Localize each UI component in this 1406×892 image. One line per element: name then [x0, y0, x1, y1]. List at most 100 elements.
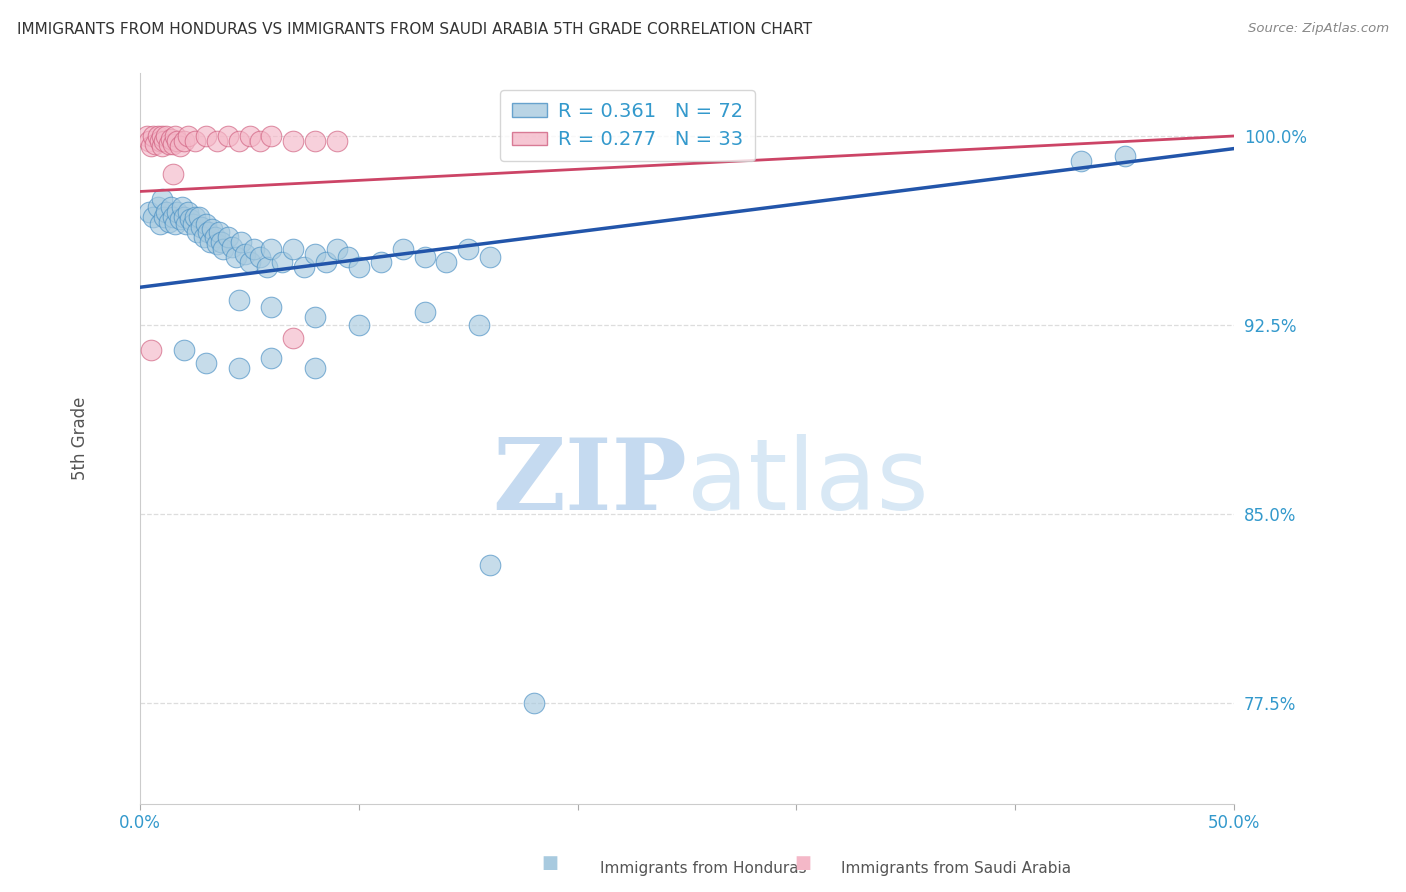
- Point: [177, 128, 200, 143]
- Point: [188, 210, 211, 224]
- Point: [139, 139, 162, 153]
- Point: [413, 250, 436, 264]
- Point: [190, 219, 212, 234]
- Point: [260, 301, 283, 315]
- Point: [159, 131, 181, 145]
- Point: [238, 128, 260, 143]
- Point: [150, 128, 173, 143]
- Point: [174, 217, 197, 231]
- Point: [283, 243, 305, 257]
- Text: Immigrants from Saudi Arabia: Immigrants from Saudi Arabia: [841, 861, 1071, 876]
- Point: [177, 204, 200, 219]
- Point: [326, 134, 349, 148]
- Point: [135, 128, 157, 143]
- Point: [212, 243, 235, 257]
- Point: [238, 255, 260, 269]
- Point: [217, 128, 239, 143]
- Point: [197, 225, 219, 239]
- Point: [336, 250, 359, 264]
- Point: [260, 351, 283, 365]
- Point: [271, 255, 294, 269]
- Point: [186, 225, 208, 239]
- Point: [139, 343, 162, 358]
- Point: [194, 217, 217, 231]
- Text: 5th Grade: 5th Grade: [72, 397, 89, 480]
- Point: [181, 217, 204, 231]
- Point: [228, 134, 250, 148]
- Point: [1070, 154, 1092, 169]
- Point: [204, 229, 226, 244]
- Point: [155, 128, 177, 143]
- Point: [166, 134, 188, 148]
- Point: [260, 243, 283, 257]
- Point: [304, 360, 326, 375]
- Point: [165, 217, 187, 231]
- Point: [249, 250, 271, 264]
- Point: [149, 134, 172, 148]
- Point: [153, 210, 176, 224]
- Point: [208, 225, 231, 239]
- Point: [479, 250, 502, 264]
- Point: [256, 260, 278, 274]
- Point: [166, 204, 188, 219]
- Point: [283, 331, 305, 345]
- Point: [146, 200, 169, 214]
- Point: [184, 134, 207, 148]
- Point: [468, 318, 491, 332]
- Point: [347, 318, 370, 332]
- Point: [194, 128, 217, 143]
- Point: [155, 204, 177, 219]
- Point: [173, 134, 195, 148]
- Point: [283, 134, 305, 148]
- Point: [162, 136, 184, 151]
- Point: [162, 167, 184, 181]
- Point: [138, 134, 160, 148]
- Point: [157, 136, 180, 151]
- Text: ■: ■: [541, 855, 558, 872]
- Point: [1114, 149, 1136, 163]
- Point: [173, 343, 195, 358]
- Point: [229, 235, 252, 249]
- Text: ZIP: ZIP: [492, 434, 688, 531]
- Point: [249, 134, 271, 148]
- Point: [326, 243, 349, 257]
- Legend: R = 0.361   N = 72, R = 0.277   N = 33: R = 0.361 N = 72, R = 0.277 N = 33: [501, 90, 755, 161]
- Point: [436, 255, 458, 269]
- Point: [194, 356, 217, 370]
- Point: [205, 237, 228, 252]
- Point: [153, 134, 176, 148]
- Point: [243, 243, 266, 257]
- Point: [162, 210, 184, 224]
- Point: [391, 243, 413, 257]
- Point: [205, 134, 228, 148]
- Point: [149, 217, 172, 231]
- Point: [146, 128, 169, 143]
- Point: [457, 243, 479, 257]
- Text: atlas: atlas: [688, 434, 929, 531]
- Point: [225, 250, 247, 264]
- Point: [169, 139, 191, 153]
- Point: [157, 215, 180, 229]
- Point: [260, 128, 283, 143]
- Point: [169, 212, 191, 227]
- Point: [304, 247, 326, 261]
- Point: [150, 192, 173, 206]
- Point: [150, 139, 173, 153]
- Point: [221, 240, 243, 254]
- Point: [179, 212, 201, 227]
- Point: [173, 210, 195, 224]
- Point: [170, 200, 193, 214]
- Point: [138, 204, 160, 219]
- Point: [201, 222, 224, 236]
- Point: [233, 247, 256, 261]
- Point: [209, 235, 232, 249]
- Point: [142, 128, 165, 143]
- Text: Immigrants from Honduras: Immigrants from Honduras: [600, 861, 806, 876]
- Point: [228, 360, 250, 375]
- Point: [165, 128, 187, 143]
- Text: ■: ■: [794, 855, 811, 872]
- Point: [145, 136, 167, 151]
- Point: [193, 229, 215, 244]
- Point: [304, 134, 326, 148]
- Point: [479, 558, 502, 572]
